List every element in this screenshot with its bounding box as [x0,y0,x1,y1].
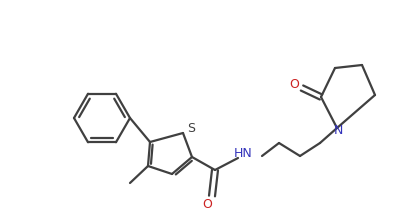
Text: O: O [289,78,299,90]
Text: O: O [202,198,212,211]
Text: S: S [187,121,195,135]
Text: N: N [333,124,343,136]
Text: HN: HN [234,146,252,160]
